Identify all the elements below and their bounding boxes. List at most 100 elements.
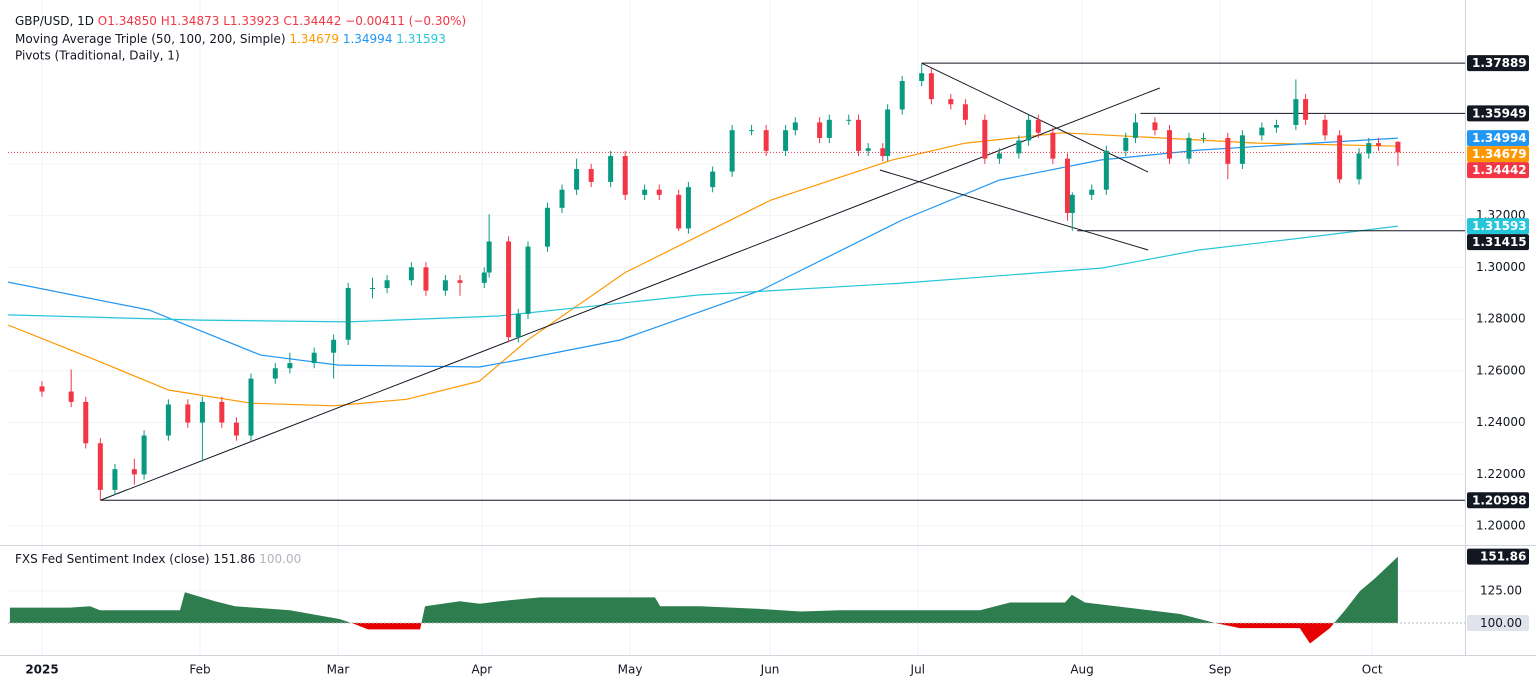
price-label: 1.35949 <box>1472 106 1527 120</box>
candle-body <box>1016 140 1022 154</box>
moving-average <box>8 132 1398 407</box>
candle-body <box>1069 194 1075 213</box>
moving-average <box>8 137 1398 368</box>
y-tick-label: 1.26000 <box>1476 363 1526 377</box>
candle-body <box>97 443 103 490</box>
candle-body <box>481 272 487 283</box>
candle-body <box>83 401 89 444</box>
x-tick-label: Jun <box>760 663 780 677</box>
candle-body <box>165 404 171 436</box>
baseline-label-box <box>1467 614 1529 631</box>
candle-body <box>408 267 414 281</box>
candle-body <box>1273 124 1279 128</box>
candle-body <box>331 339 337 353</box>
candle-body <box>826 119 832 138</box>
axes: 2025 Feb Mar Apr May Jun Jul Aug Sep Oct 1.20000 1.… <box>25 55 1529 677</box>
candle-body <box>1103 150 1109 190</box>
candle-body <box>1186 137 1192 159</box>
candle-body <box>1035 119 1041 133</box>
candle-body <box>369 288 375 290</box>
candle-body <box>792 122 798 131</box>
y-tick-label: 1.30000 <box>1476 260 1526 274</box>
price-pane <box>8 62 1465 501</box>
candle-body <box>919 73 925 81</box>
y-tick-label: 1.28000 <box>1476 312 1526 326</box>
candle-body <box>783 130 789 151</box>
candle-body <box>1152 122 1158 131</box>
price-label-box <box>1467 105 1529 122</box>
price-label-box <box>1467 146 1529 163</box>
price-label: 1.37889 <box>1472 56 1527 70</box>
candle-body <box>248 378 254 436</box>
x-tick-label: Sep <box>1209 663 1232 677</box>
open: O1.34850 <box>98 14 157 28</box>
candle-body <box>846 119 852 121</box>
candle-body <box>817 122 823 138</box>
candle-body <box>185 404 191 423</box>
candle-body <box>1089 189 1095 195</box>
candle-body <box>865 148 871 151</box>
price-label-box <box>1467 162 1529 179</box>
candle-body <box>272 368 278 379</box>
baseline-label: 100.00 <box>1480 616 1522 630</box>
candle-body <box>39 386 45 392</box>
candle-body <box>1123 137 1129 151</box>
candle-body <box>962 104 968 120</box>
candle-body <box>608 156 614 182</box>
price-label-box <box>1467 234 1529 251</box>
candle-body <box>384 280 390 289</box>
trend-line <box>879 169 1149 251</box>
candle-body <box>219 401 225 423</box>
sub-baseline: 100.00 <box>259 552 301 566</box>
sub-title: FXS Fed Sentiment Index (close) <box>15 552 210 566</box>
price-label-box <box>1467 55 1529 72</box>
candle-body <box>1337 135 1343 180</box>
trend-line <box>921 62 1149 173</box>
price-label-box <box>1467 130 1529 147</box>
area-below <box>351 622 1335 644</box>
x-tick-label: Oct <box>1362 663 1383 677</box>
candle-body <box>622 156 628 195</box>
candle-body <box>1303 99 1309 120</box>
change: −0.00411 (−0.30%) <box>345 14 466 28</box>
price-label: 1.31593 <box>1472 219 1527 233</box>
candle-body <box>1395 141 1401 153</box>
y-tick-label: 1.20000 <box>1476 519 1526 533</box>
candle-body <box>423 267 429 291</box>
candle-body <box>885 109 891 157</box>
candle-body <box>199 401 205 423</box>
candle-body <box>345 288 351 340</box>
candle-body <box>525 246 531 314</box>
price-label-box <box>1467 218 1529 235</box>
header-line-2: Moving Average Triple (50, 100, 200, Sim… <box>15 32 446 46</box>
close: C1.34442 <box>283 14 341 28</box>
candle-body <box>710 171 716 188</box>
candle-body <box>1239 135 1245 164</box>
y-tick-label: 125.00 <box>1480 583 1522 597</box>
candle-body <box>928 73 934 100</box>
candle-body <box>311 352 317 364</box>
price-label: 1.34994 <box>1472 131 1527 145</box>
candle-body <box>1322 119 1328 136</box>
y-tick-label: 1.24000 <box>1476 415 1526 429</box>
candle-body <box>544 207 550 247</box>
candle-body <box>1064 158 1070 213</box>
sentiment-pane <box>8 556 1465 644</box>
x-tick-label: Apr <box>471 663 492 677</box>
candle-body <box>506 241 512 338</box>
high: H1.34873 <box>161 14 220 28</box>
candle-body <box>1050 132 1056 159</box>
price-label: 1.20998 <box>1472 493 1527 507</box>
candle-body <box>685 187 691 229</box>
candle-body <box>515 313 521 338</box>
x-tick-label: Mar <box>327 663 350 677</box>
candle-body <box>749 130 755 132</box>
candle-body <box>855 119 861 151</box>
candle-body <box>1366 143 1372 154</box>
candle-body <box>996 153 1002 159</box>
sub-header: FXS Fed Sentiment Index (close) 151.86 1… <box>15 552 301 566</box>
candle-body <box>233 422 239 436</box>
